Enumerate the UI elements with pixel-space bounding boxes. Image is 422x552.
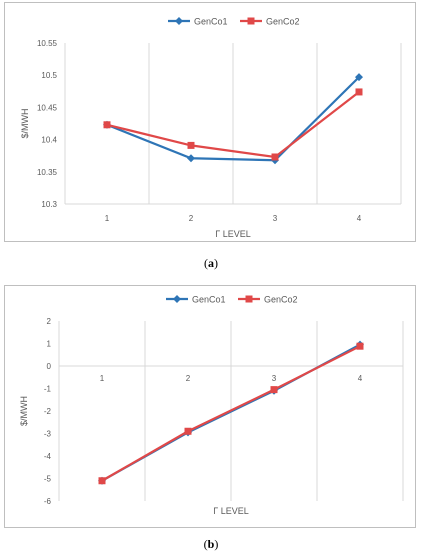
y-tick-label: 10.5 xyxy=(41,71,57,80)
legend-label: GenCo2 xyxy=(266,17,300,27)
x-tick-label: 1 xyxy=(100,374,105,383)
data-point-genco1 xyxy=(187,154,195,163)
x-tick-label: 4 xyxy=(358,374,363,383)
series-line-genco2 xyxy=(101,345,361,482)
x-tick-label: 1 xyxy=(105,214,110,223)
series-line-genco2 xyxy=(106,91,360,159)
y-tick-label: 10.4 xyxy=(41,136,57,145)
y-tick-label: -3 xyxy=(44,430,52,439)
y-tick-label: -2 xyxy=(44,407,52,416)
y-tick-label: 0 xyxy=(47,362,52,371)
y-tick-label: -6 xyxy=(44,497,52,506)
data-point-genco2 xyxy=(187,141,195,149)
line-chart-a: 10.3 10.35 10.4 10.45 10.5 10.55 1 2 3 4 $/MWH Γ LE… xyxy=(20,17,402,239)
y-tick-label: 10.3 xyxy=(41,200,57,209)
data-point-genco2 xyxy=(356,342,364,350)
caption-a-letter: a xyxy=(208,256,214,270)
data-point-genco1 xyxy=(355,73,363,82)
data-point-genco2 xyxy=(270,386,278,394)
y-tick-label: -4 xyxy=(44,452,52,461)
x-tick-label: 4 xyxy=(357,214,362,223)
y-tick-label: 1 xyxy=(47,340,52,349)
x-tick-label: 3 xyxy=(273,214,278,223)
y-tick-label: -5 xyxy=(44,475,52,484)
y-tick-label: 10.45 xyxy=(37,103,58,112)
chart-panel-a: 10.3 10.35 10.4 10.45 10.5 10.55 1 2 3 4 $/MWH Γ LE… xyxy=(4,2,416,242)
line-chart-b: -6 -5 -4 -3 -2 -1 0 1 2 1 2 3 4 $/MWH Γ LEVEL GenCo1 Gen… xyxy=(19,295,404,516)
legend-label: GenCo1 xyxy=(192,295,226,305)
x-axis-title: Γ LEVEL xyxy=(213,506,248,516)
x-axis-title: Γ LEVEL xyxy=(215,229,250,239)
legend-marker xyxy=(247,17,255,25)
data-point-genco2 xyxy=(103,121,111,129)
caption-a: (a) xyxy=(204,256,218,270)
caption-b-letter: b xyxy=(207,537,215,551)
x-tick-label: 2 xyxy=(189,214,194,223)
data-point-genco2 xyxy=(98,477,106,485)
y-axis-title: $/MWH xyxy=(19,396,29,426)
series-line-genco1 xyxy=(106,76,360,162)
legend-marker xyxy=(245,295,253,303)
data-point-genco2 xyxy=(355,88,363,96)
caption-b: (b) xyxy=(203,537,219,551)
y-axis-title: $/MWH xyxy=(20,109,30,139)
legend-marker xyxy=(175,17,183,25)
legend-marker xyxy=(173,295,181,303)
data-point-genco2 xyxy=(271,153,279,161)
legend-label: GenCo2 xyxy=(264,295,298,305)
y-tick-label: -1 xyxy=(44,385,52,394)
data-point-genco2 xyxy=(184,427,192,435)
chart-panel-b: -6 -5 -4 -3 -2 -1 0 1 2 1 2 3 4 $/MWH Γ LEVEL GenCo1 Gen… xyxy=(4,285,416,528)
y-tick-label: 10.35 xyxy=(37,168,58,177)
y-tick-label: 10.55 xyxy=(37,39,58,48)
x-tick-label: 2 xyxy=(186,374,191,383)
x-tick-label: 3 xyxy=(272,374,277,383)
y-tick-label: 2 xyxy=(47,317,52,326)
legend-label: GenCo1 xyxy=(194,17,228,27)
